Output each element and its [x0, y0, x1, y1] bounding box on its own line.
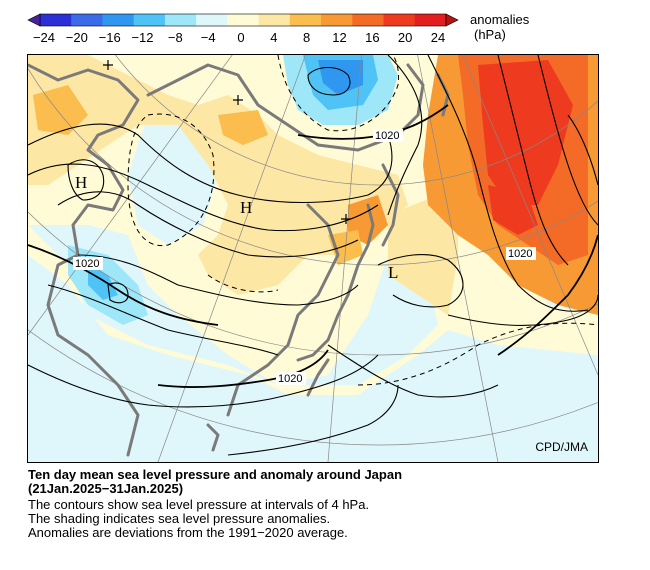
colorbar-cell: [414, 14, 447, 26]
anomaly-plus-20-region: [478, 60, 573, 205]
colorbar-tick-label: 0: [237, 30, 245, 45]
colorbar-right-arrow: [445, 13, 459, 27]
colorbar-tick-label: −4: [200, 30, 216, 45]
caption-period: (21Jan.2025−31Jan.2025): [28, 481, 184, 496]
isobar-label-east: 1020: [508, 248, 532, 260]
colorbar-cell: [133, 14, 166, 26]
colorbar-cell: [196, 14, 228, 26]
isobar-label-south: 1020: [278, 373, 302, 385]
high-center-marker-central: H: [240, 198, 252, 217]
center-cross-3: [341, 214, 351, 224]
isobar-label-north: 1020: [375, 130, 399, 142]
colorbar-ticks: −24 −20 −16 −12 −8 −4 0 4 8 12 16 20 24: [0, 30, 460, 46]
anomaly-plus-8-region: [28, 55, 408, 295]
caption-shading: The shading indicates sea level pressure…: [28, 511, 331, 526]
isobar-label-west: 1020: [75, 258, 99, 270]
colorbar-tick-label: −8: [167, 30, 183, 45]
map-credit: CPD/JMA: [535, 440, 588, 454]
colorbar-cell: [352, 14, 385, 26]
colorbar-tick-label: 16: [365, 30, 380, 45]
colorbar-cell: [227, 14, 260, 26]
colorbar-cell: [71, 14, 103, 26]
anomaly-colorbar: [27, 13, 459, 27]
colorbar-tick-label: −16: [98, 30, 121, 45]
colorbar-tick-label: −12: [131, 30, 154, 45]
high-center-marker-west: H: [75, 173, 87, 192]
colorbar-left-arrow: [27, 13, 41, 27]
colorbar-cell: [321, 14, 353, 26]
center-cross-2: [233, 95, 243, 105]
colorbar-cell: [102, 14, 135, 26]
colorbar-tick-label: 12: [332, 30, 347, 45]
colorbar-tick-label: 20: [397, 30, 413, 45]
colorbar-tick-label: −24: [32, 30, 56, 45]
colorbar-tick-label: 24: [430, 30, 446, 45]
center-cross-1: [103, 60, 113, 70]
caption-title: Ten day mean sea level pressure and anom…: [28, 467, 403, 482]
colorbar-cell: [164, 14, 197, 26]
colorbar-cell: [289, 14, 322, 26]
colorbar-unit: (hPa): [474, 27, 506, 42]
colorbar-unit-label: anomalies: [470, 12, 530, 27]
colorbar-cell: [383, 14, 416, 26]
colorbar-cell: [40, 14, 72, 26]
colorbar-cell: [258, 14, 291, 26]
colorbar-tick-label: −20: [65, 30, 88, 45]
colorbar-tick-label: 4: [270, 30, 278, 45]
caption-contours: The contours show sea level pressure at …: [28, 497, 370, 512]
low-center-marker: L: [388, 263, 398, 282]
colorbar-tick-label: 8: [303, 30, 311, 45]
caption-anomalies: Anomalies are deviations from the 1991−2…: [28, 525, 348, 540]
pressure-anomaly-map: 1020 1020 1020 1020 H H L CPD/JMA: [27, 54, 599, 463]
